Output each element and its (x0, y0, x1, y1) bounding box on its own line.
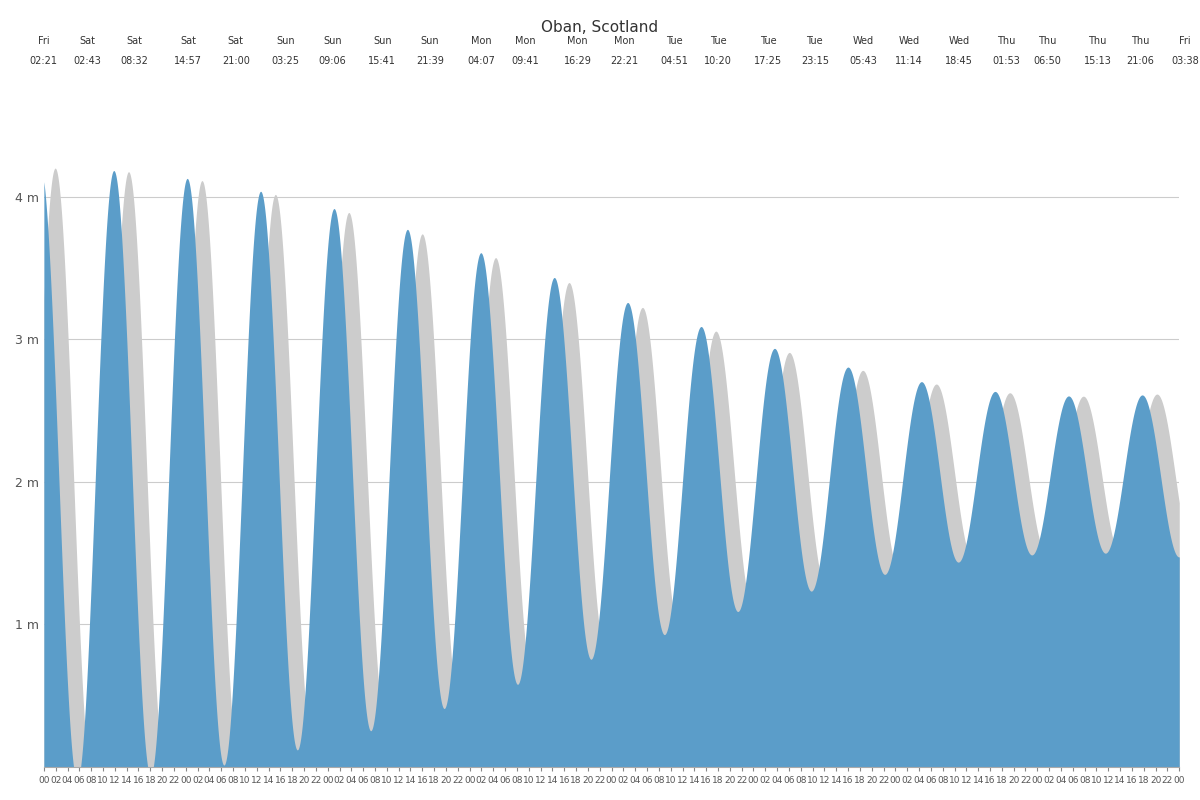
Text: Tue: Tue (710, 36, 726, 46)
Text: Sat: Sat (79, 36, 95, 46)
Text: 03:25: 03:25 (271, 56, 300, 66)
Text: Tue: Tue (666, 36, 683, 46)
Text: Tue: Tue (760, 36, 776, 46)
Text: Oban, Scotland: Oban, Scotland (541, 20, 659, 35)
Text: 16:29: 16:29 (564, 56, 592, 66)
Text: Wed: Wed (899, 36, 919, 46)
Text: Thu: Thu (1088, 36, 1106, 46)
Text: Fri: Fri (1180, 36, 1190, 46)
Text: Wed: Wed (853, 36, 874, 46)
Text: Thu: Thu (1132, 36, 1150, 46)
Text: 18:45: 18:45 (946, 56, 973, 66)
Text: 21:06: 21:06 (1127, 56, 1154, 66)
Text: Mon: Mon (568, 36, 588, 46)
Text: 08:32: 08:32 (121, 56, 149, 66)
Text: Wed: Wed (948, 36, 970, 46)
Text: 15:13: 15:13 (1084, 56, 1111, 66)
Text: Sun: Sun (420, 36, 439, 46)
Text: Sat: Sat (180, 36, 196, 46)
Text: 10:20: 10:20 (704, 56, 732, 66)
Text: 04:07: 04:07 (467, 56, 494, 66)
Text: Mon: Mon (470, 36, 491, 46)
Text: Sat: Sat (127, 36, 143, 46)
Text: 15:41: 15:41 (368, 56, 396, 66)
Text: 09:06: 09:06 (318, 56, 346, 66)
Text: Sun: Sun (373, 36, 391, 46)
Text: 05:43: 05:43 (850, 56, 877, 66)
Text: 06:50: 06:50 (1033, 56, 1062, 66)
Text: Mon: Mon (515, 36, 535, 46)
Text: 21:39: 21:39 (416, 56, 444, 66)
Text: Thu: Thu (997, 36, 1016, 46)
Text: 17:25: 17:25 (754, 56, 782, 66)
Text: Sat: Sat (228, 36, 244, 46)
Text: 02:43: 02:43 (73, 56, 101, 66)
Text: 01:53: 01:53 (992, 56, 1021, 66)
Text: Sun: Sun (323, 36, 342, 46)
Text: 11:14: 11:14 (895, 56, 923, 66)
Text: 21:00: 21:00 (222, 56, 250, 66)
Text: Tue: Tue (806, 36, 823, 46)
Text: Sun: Sun (276, 36, 295, 46)
Text: 03:38: 03:38 (1171, 56, 1199, 66)
Text: 04:51: 04:51 (660, 56, 688, 66)
Text: Fri: Fri (38, 36, 49, 46)
Text: 23:15: 23:15 (800, 56, 829, 66)
Text: Mon: Mon (613, 36, 635, 46)
Text: Thu: Thu (1038, 36, 1057, 46)
Text: 14:57: 14:57 (174, 56, 202, 66)
Text: 02:21: 02:21 (30, 56, 58, 66)
Text: 22:21: 22:21 (610, 56, 638, 66)
Text: 09:41: 09:41 (511, 56, 539, 66)
